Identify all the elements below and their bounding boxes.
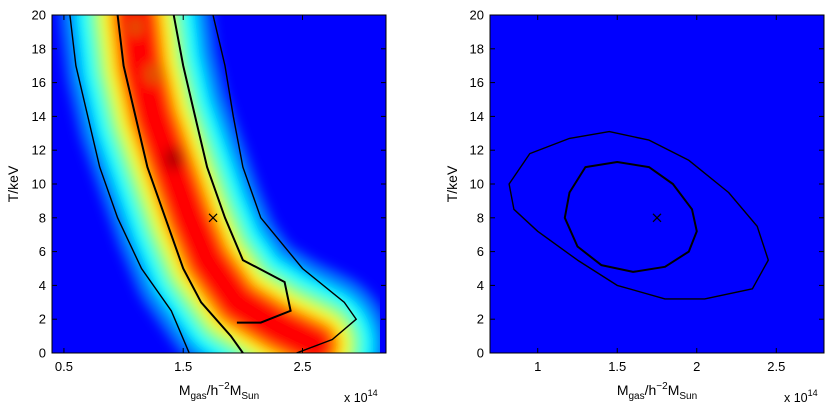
right-xtick-label: 1.5	[608, 359, 626, 374]
left-heat-band-6	[124, 15, 326, 353]
left-marker-stroke-2	[208, 213, 218, 223]
left-xtick-label: 1.5	[174, 359, 192, 374]
left-ytick-label: 20	[32, 8, 46, 23]
left-contour-outer-right	[212, 15, 358, 353]
left-heat-lobe-1	[164, 146, 183, 171]
right-xtick-label: 2.5	[767, 359, 785, 374]
right-x-multiplier: x 1014	[784, 388, 818, 405]
right-ytick-label: 6	[477, 244, 484, 259]
right-ytick-label: 2	[477, 312, 484, 327]
right-marker-stroke-2	[652, 213, 662, 223]
left-x-axis-label: Mgas/h−2MSun	[179, 381, 259, 402]
left-heatmap	[0, 0, 386, 353]
right-ticks: 1 1.5 2 2.5 0 2 4 6 8 10 12 14 16 18 20	[470, 8, 824, 374]
right-ytick-label: 14	[470, 109, 484, 124]
left-marker-x	[208, 213, 218, 223]
right-ytick-label: 4	[477, 278, 484, 293]
left-ytick-label: 2	[39, 312, 46, 327]
right-ytick-label: 18	[470, 41, 484, 56]
left-contour-inner-left	[116, 15, 244, 353]
left-ytick-label: 18	[32, 41, 46, 56]
left-y-axis-label: T/keV	[5, 165, 21, 202]
right-marker-x	[652, 213, 662, 223]
left-contour-inner-right	[172, 15, 292, 324]
right-xtick-label: 2	[693, 359, 700, 374]
left-ytick-label: 6	[39, 244, 46, 259]
right-contour-outer	[508, 130, 769, 300]
right-plot-background	[490, 15, 824, 353]
left-xtick-label: 0.5	[55, 359, 73, 374]
left-xtick-label: 2.5	[293, 359, 311, 374]
right-ytick-label: 20	[470, 8, 484, 23]
right-xtick-label: 1	[534, 359, 541, 374]
right-ytick-label: 12	[470, 143, 484, 158]
right-heat-ring-6	[0, 0, 20, 15]
left-panel: 0.5 1.5 2.5 0 2 4 6 8 10 12 14 16 18 20 T/keV Mgas/h−…	[0, 0, 387, 405]
left-heat-lobe-3	[127, 16, 144, 37]
left-ytick-label: 10	[32, 177, 46, 192]
left-ytick-label: 14	[32, 109, 46, 124]
left-heat-layers	[0, 0, 386, 353]
left-x-multiplier: x 1014	[344, 388, 378, 405]
right-ytick-label: 8	[477, 210, 484, 225]
right-x-axis-label: Mgas/h−2MSun	[617, 381, 697, 402]
left-contours	[69, 15, 358, 353]
left-ytick-label: 12	[32, 143, 46, 158]
left-ticks: 0.5 1.5 2.5 0 2 4 6 8 10 12 14 16 18 20	[32, 8, 386, 374]
right-contour-inner	[563, 161, 698, 273]
right-ytick-label: 16	[470, 75, 484, 90]
right-y-axis-label: T/keV	[444, 165, 460, 202]
left-ytick-label: 8	[39, 210, 46, 225]
left-heat-lobe-2	[144, 63, 163, 86]
left-contour-outer-left	[69, 15, 190, 353]
left-ytick-label: 0	[39, 346, 46, 361]
left-heat-peak	[0, 0, 12, 22]
right-contours	[508, 130, 769, 300]
right-ytick-label: 10	[470, 177, 484, 192]
left-ytick-label: 16	[32, 75, 46, 90]
left-ytick-label: 4	[39, 278, 46, 293]
right-ytick-label: 0	[477, 346, 484, 361]
